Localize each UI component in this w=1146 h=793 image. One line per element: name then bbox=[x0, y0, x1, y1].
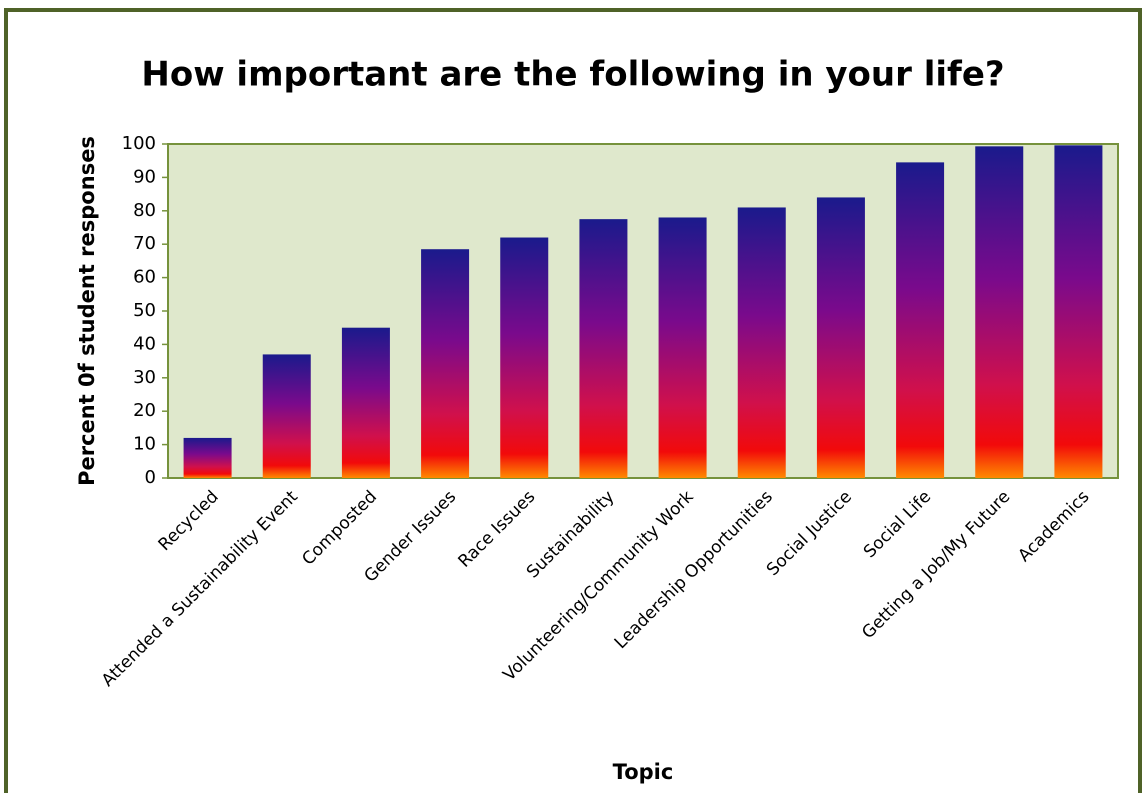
y-tick-label: 0 bbox=[145, 467, 156, 488]
x-axis-title: Topic bbox=[613, 760, 674, 784]
plot-area bbox=[167, 143, 1119, 479]
chart-title: How important are the following in your … bbox=[141, 55, 1004, 95]
bar bbox=[262, 354, 311, 478]
y-tick-label: 90 bbox=[133, 166, 156, 187]
bar bbox=[183, 437, 232, 478]
y-tick-label: 10 bbox=[133, 434, 156, 455]
y-tick-label: 70 bbox=[133, 233, 156, 254]
y-tick-label: 50 bbox=[133, 300, 156, 321]
bar bbox=[975, 146, 1024, 478]
bar bbox=[421, 249, 470, 478]
bar bbox=[737, 207, 786, 478]
y-tick-label: 20 bbox=[133, 400, 156, 421]
y-axis-title: Percent 0f student responses bbox=[75, 136, 99, 486]
bar bbox=[896, 162, 945, 478]
y-tick-label: 30 bbox=[133, 367, 156, 388]
y-tick-label: 40 bbox=[133, 333, 156, 354]
bar bbox=[579, 219, 628, 478]
bar bbox=[658, 217, 707, 479]
bar bbox=[1054, 145, 1103, 478]
bar bbox=[816, 197, 865, 478]
bar bbox=[341, 327, 390, 478]
bar bbox=[500, 237, 549, 478]
y-tick-label: 100 bbox=[122, 133, 156, 154]
y-tick-label: 60 bbox=[133, 267, 156, 288]
y-tick-label: 80 bbox=[133, 200, 156, 221]
